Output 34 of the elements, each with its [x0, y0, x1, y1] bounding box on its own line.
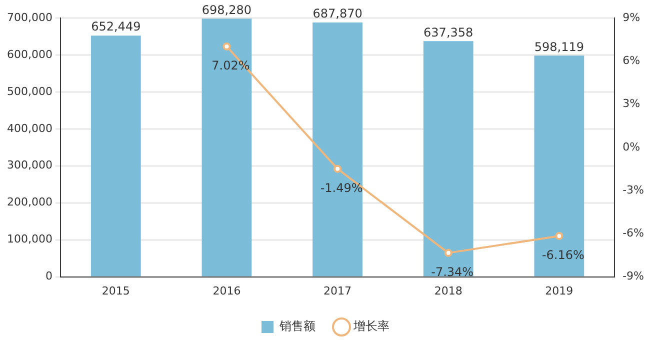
- x-tick-label: 2016: [212, 284, 241, 298]
- y2-tick-label: 3%: [622, 97, 640, 110]
- y-tick-label: 400,000: [6, 122, 52, 135]
- x-tick-label: 2015: [102, 284, 130, 298]
- data-label: -1.49%: [320, 180, 363, 195]
- data-label: 698,280: [202, 2, 252, 17]
- y-tick-label: 100,000: [6, 232, 52, 246]
- data-label: 598,119: [534, 40, 584, 54]
- point: [444, 248, 452, 257]
- point: [222, 42, 231, 50]
- data-label: -7.34%: [431, 265, 474, 280]
- y2-tick-label: -9%: [622, 270, 644, 283]
- point: [334, 164, 342, 173]
- data-label: 687,870: [312, 6, 362, 21]
- y-tick-label: 700,000: [6, 10, 52, 24]
- y2-tick-label: 0%: [622, 140, 640, 154]
- y2-tick-label: -6%: [622, 226, 644, 240]
- data-label: 637,358: [424, 25, 474, 40]
- legend-label: 增长率: [352, 319, 390, 334]
- y-tick-label: 500,000: [6, 84, 52, 98]
- y2-tick-label: 9%: [622, 10, 640, 24]
- x-tick-label: 2017: [324, 284, 352, 298]
- data-label: -6.16%: [542, 248, 584, 262]
- y-tick-label: 0: [45, 270, 52, 283]
- point: [555, 232, 564, 240]
- y-tick-label: 300,000: [6, 158, 52, 172]
- y-tick-label: 600,000: [6, 48, 52, 61]
- x-tick-label: 2019: [545, 284, 574, 298]
- y2-tick-label: -3%: [622, 183, 644, 196]
- y2-tick-label: 6%: [622, 54, 640, 67]
- x-tick-label: 2018: [434, 284, 462, 298]
- y-tick-label: 200,000: [6, 196, 52, 209]
- legend-label: 销售额: [278, 319, 316, 334]
- data-label: 652,449: [91, 20, 141, 34]
